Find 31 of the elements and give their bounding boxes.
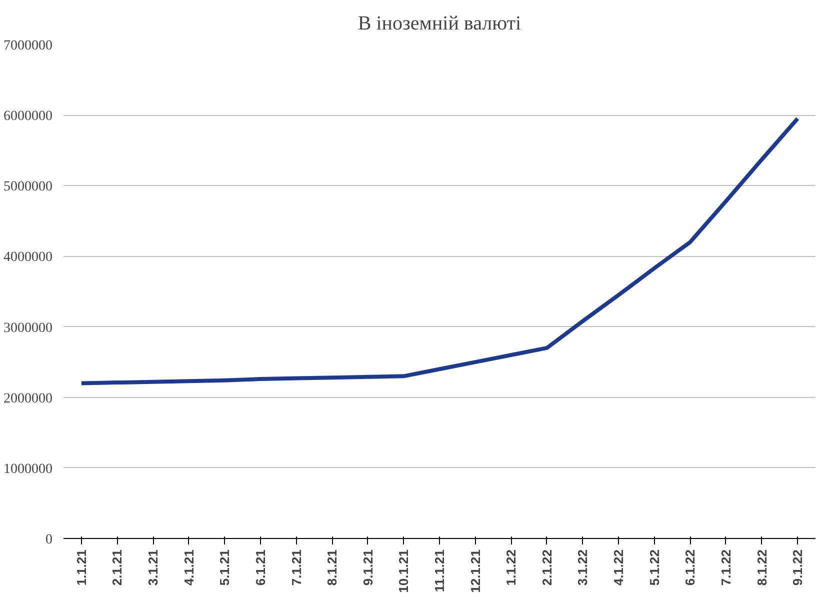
x-tick-label: 9.1.22 — [790, 549, 806, 586]
y-tick-label: 6000000 — [4, 109, 52, 124]
x-tick-label: 7.1.21 — [288, 549, 304, 586]
x-tick-label: 9.1.21 — [360, 549, 376, 586]
x-tick-label: 3.1.22 — [575, 549, 590, 586]
y-tick-label: 7000000 — [4, 38, 52, 54]
y-tick-label: 1000000 — [4, 462, 52, 477]
x-tick-label: 5.1.21 — [217, 549, 232, 586]
x-tick-label: 2.1.22 — [539, 549, 554, 586]
x-tick-label: 6.1.22 — [682, 549, 698, 586]
x-tick-label: 4.1.22 — [611, 549, 626, 586]
y-tick-label: 4000000 — [4, 250, 52, 266]
x-tick-label: 5.1.22 — [646, 549, 662, 586]
x-tick-label: 1.1.22 — [504, 549, 519, 586]
y-tick-label: 2000000 — [4, 391, 52, 406]
y-tick-label: 3000000 — [4, 320, 52, 336]
y-tick-label: 0 — [46, 532, 52, 548]
x-tick-label: 6.1.21 — [252, 549, 268, 586]
line-series — [79, 116, 800, 386]
x-tick-label: 2.1.21 — [110, 549, 125, 586]
x-tick-label: 11.1.21 — [432, 550, 447, 592]
chart-title: В іноземній валюті — [358, 12, 522, 34]
x-tick-label: 12.1.21 — [468, 550, 483, 593]
x-tick-label: 4.1.21 — [181, 549, 196, 586]
x-tick-label: 8.1.22 — [754, 549, 770, 586]
x-tick-label: 3.1.21 — [146, 549, 161, 586]
x-tick-label: 1.1.21 — [74, 549, 89, 586]
x-tick-label: 10.1.21 — [396, 550, 412, 593]
y-tick-label: 5000000 — [4, 180, 52, 195]
x-tick-label: 7.1.22 — [718, 549, 734, 586]
x-tick-label: 8.1.21 — [324, 549, 340, 586]
